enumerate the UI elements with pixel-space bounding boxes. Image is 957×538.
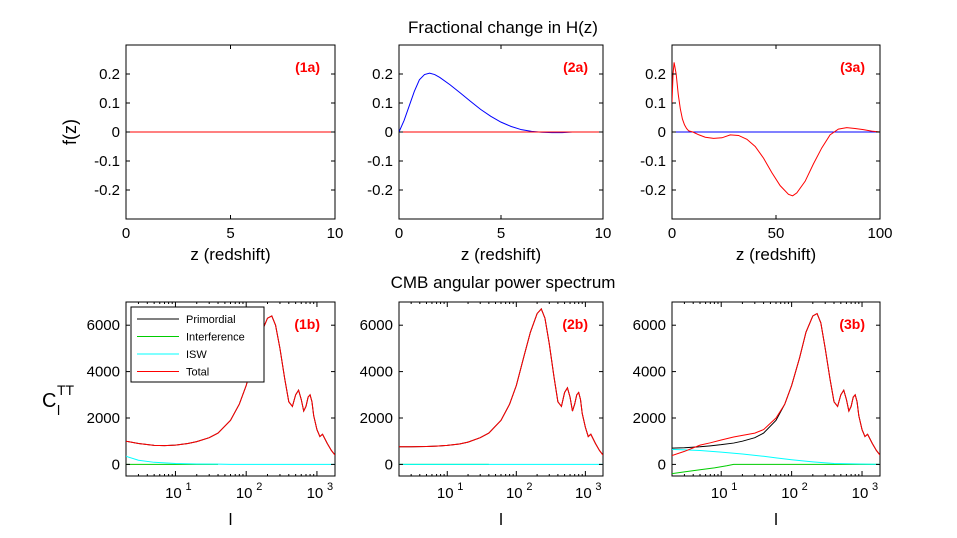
- y-tick-label: -0.1: [367, 153, 393, 170]
- x-tick-label: 50: [768, 225, 785, 242]
- x-tick-label-base: 10: [781, 485, 798, 502]
- x-tick-label-base: 10: [236, 485, 253, 502]
- svg-text:C: C: [42, 390, 56, 412]
- legend-label: ISW: [186, 349, 207, 361]
- x-tick-label-base: 10: [437, 485, 454, 502]
- y-tick-label: 0: [658, 124, 666, 141]
- y-tick-label: 4000: [633, 364, 666, 381]
- y-tick-label: 0.2: [372, 66, 393, 83]
- x-tick-label-base: 10: [575, 485, 592, 502]
- legend-label: Primordial: [186, 314, 236, 326]
- y-tick-label: 4000: [360, 364, 393, 381]
- y-tick-label: -0.2: [367, 182, 393, 199]
- svg-text:l: l: [57, 402, 60, 418]
- x-tick-label-base: 10: [165, 485, 182, 502]
- y-tick-label: 0.2: [99, 66, 120, 83]
- x-tick-label: 0: [395, 225, 403, 242]
- x-tick-label-exponent: 3: [872, 481, 878, 493]
- y-tick-label: 6000: [87, 317, 120, 334]
- x-tick-label-exponent: 1: [731, 481, 737, 493]
- y-tick-label: 0: [658, 456, 666, 473]
- y-tick-label: 0: [385, 456, 393, 473]
- panel-3a: 0.2 0.1 0 -0.1 -0.2 0 50 100 z (redshift) (3a): [640, 44, 893, 264]
- y-tick-label: 4000: [87, 364, 120, 381]
- x-tick-label: 0: [668, 225, 676, 242]
- x-tick-label: 100: [867, 225, 892, 242]
- top-row-title: Fractional change in H(z): [408, 18, 598, 37]
- svg-text:TT: TT: [57, 382, 75, 398]
- series-line-isw: [126, 455, 335, 465]
- x-tick-label-exponent: 3: [595, 481, 601, 493]
- panels-group: 0.20.10-0.1-0.20 5 10z (redshift)f(z)(1a) 0…: [42, 44, 893, 529]
- y-tick-label: -0.1: [640, 153, 666, 170]
- y-tick-label: -0.1: [94, 153, 120, 170]
- series-line-total: [399, 308, 603, 456]
- bottom-row-title: CMB angular power spectrum: [391, 273, 616, 292]
- legend-label: Total: [186, 367, 209, 379]
- y-tick-label: 0.2: [645, 66, 666, 83]
- plot-frame: [398, 301, 604, 477]
- legend-label: Interference: [186, 332, 245, 344]
- y-tick-label: 0.1: [645, 95, 666, 112]
- x-axis-label: l: [774, 510, 778, 529]
- x-tick-label-exponent: 3: [327, 481, 333, 493]
- x-tick-label: 0: [122, 225, 130, 242]
- y-tick-label: 0: [112, 456, 120, 473]
- y-tick-label: -0.2: [94, 182, 120, 199]
- panel-2a: 0.2 0.1 0 -0.1 -0.2 0 5 10 z (redshift) (2a): [367, 44, 612, 264]
- plot-frame: [671, 301, 881, 477]
- x-tick-label-exponent: 2: [526, 481, 532, 493]
- x-axis-label: z (redshift): [736, 245, 816, 264]
- series-line-interference: [672, 463, 880, 475]
- x-axis-label: z (redshift): [190, 245, 270, 264]
- x-tick-label-base: 10: [506, 485, 523, 502]
- y-tick-label: 2000: [633, 410, 666, 427]
- x-axis-label: l: [229, 510, 233, 529]
- x-tick-label: 5: [497, 225, 505, 242]
- panel-label: (3a): [840, 59, 865, 75]
- x-tick-label-base: 10: [307, 485, 324, 502]
- legend: Primordial Interference ISW Total: [130, 306, 265, 383]
- y-tick-label: 2000: [360, 410, 393, 427]
- x-tick-label-base: 10: [852, 485, 869, 502]
- series-line-total: [672, 312, 880, 457]
- panel-label: (3b): [839, 316, 865, 332]
- panel-label: (1a): [295, 59, 320, 75]
- x-tick-label: 10: [327, 225, 344, 242]
- x-axis-label: z (redshift): [461, 245, 541, 264]
- y-axis-label: f(z): [60, 119, 80, 145]
- x-axis-label: l: [499, 510, 503, 529]
- series-line-isw: [672, 448, 880, 465]
- x-tick-label-base: 10: [711, 485, 728, 502]
- panel-label: (1b): [294, 316, 320, 332]
- x-tick-label: 5: [226, 225, 234, 242]
- x-tick-label-exponent: 1: [185, 481, 191, 493]
- y-tick-label: 0: [112, 124, 120, 141]
- y-tick-label: 0: [385, 124, 393, 141]
- x-tick-label-exponent: 2: [802, 481, 808, 493]
- series-line-total: [126, 315, 335, 456]
- panel-label: (2b): [562, 316, 588, 332]
- panel-label: (2a): [563, 59, 588, 75]
- y-tick-label: 2000: [87, 410, 120, 427]
- y-tick-label: 6000: [633, 317, 666, 334]
- y-tick-label: 6000: [360, 317, 393, 334]
- x-tick-label: 10: [595, 225, 612, 242]
- x-tick-label-exponent: 2: [256, 481, 262, 493]
- series-line-series-1: [672, 62, 880, 197]
- panel-1a: 0.2 0.1 0 -0.1 -0.2 0 5 10 z (redshift) f(z) (1a): [60, 44, 344, 264]
- x-tick-label-exponent: 1: [457, 481, 463, 493]
- y-tick-label: 0.1: [372, 95, 393, 112]
- y-tick-label: -0.2: [640, 182, 666, 199]
- y-tick-label: 0.1: [99, 95, 120, 112]
